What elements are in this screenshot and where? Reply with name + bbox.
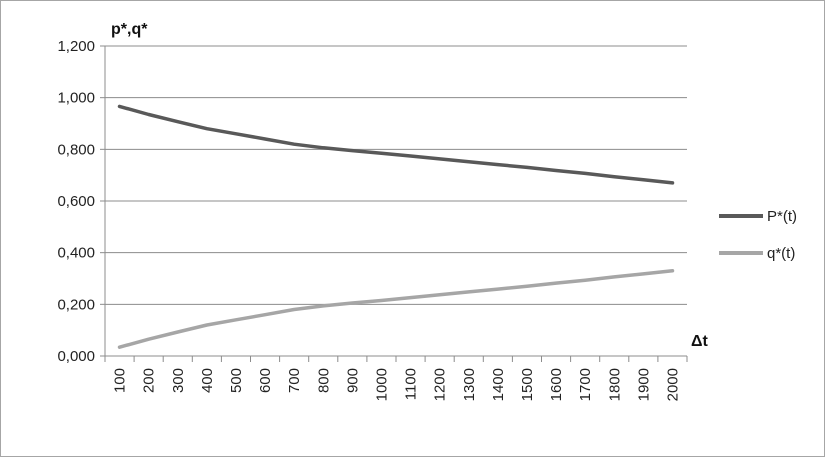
y-tick-label: 0,200 xyxy=(57,296,95,313)
data-point xyxy=(235,133,237,135)
data-point xyxy=(642,273,645,275)
data-point xyxy=(526,285,528,288)
data-point xyxy=(235,319,237,321)
series-line-q xyxy=(117,269,675,349)
x-tick-label: 1400 xyxy=(490,368,507,401)
y-axis-title: p*,q* xyxy=(111,21,148,38)
legend-label-q: q*(t) xyxy=(767,245,795,262)
x-tick-label: 1300 xyxy=(461,368,478,401)
x-axis-title: Δt xyxy=(691,333,709,350)
data-point xyxy=(467,291,470,293)
x-tick-label: 1100 xyxy=(403,368,420,400)
data-point xyxy=(555,169,557,172)
data-point xyxy=(671,269,674,272)
x-tick-label: 200 xyxy=(141,368,158,393)
legend-label-p: P*(t) xyxy=(767,208,797,225)
data-point xyxy=(322,146,325,149)
data-point xyxy=(380,152,383,155)
data-point xyxy=(118,346,121,349)
series-line-p xyxy=(117,104,675,185)
y-tick-labels: 0,000 0,200 0,400 0,600 0,800 1,000 1,200 xyxy=(57,38,95,365)
data-point xyxy=(613,276,616,278)
data-point xyxy=(497,288,499,290)
x-tick-label: 2000 xyxy=(664,368,681,401)
x-tick-label: 800 xyxy=(315,368,332,393)
x-tick-label: 500 xyxy=(228,368,245,393)
axes xyxy=(104,46,688,362)
data-point xyxy=(409,296,412,299)
data-point xyxy=(642,179,645,181)
data-point xyxy=(351,302,354,304)
y-tick-label: 1,000 xyxy=(57,90,95,107)
x-tick-label: 400 xyxy=(199,368,216,393)
data-point xyxy=(118,105,121,108)
y-tick-label: 1,200 xyxy=(57,38,95,55)
x-tick-label: 1000 xyxy=(373,368,390,401)
y-tick-label: 0,400 xyxy=(57,245,95,262)
data-point xyxy=(409,155,412,157)
data-point xyxy=(555,282,557,284)
data-point xyxy=(293,308,295,311)
data-point xyxy=(526,166,528,169)
x-tick-label: 1600 xyxy=(548,368,565,401)
data-point xyxy=(380,299,383,302)
data-point xyxy=(438,293,441,296)
data-point xyxy=(293,143,295,145)
data-point xyxy=(584,172,586,175)
x-tick-label: 1500 xyxy=(519,368,536,401)
x-tick-label: 1800 xyxy=(606,368,623,401)
data-point xyxy=(613,175,616,178)
data-point xyxy=(467,160,470,163)
legend: P*(t) q*(t) xyxy=(719,208,797,262)
data-point xyxy=(147,338,150,341)
x-tick-label: 100 xyxy=(112,368,129,393)
series-lines xyxy=(117,104,675,349)
gridlines xyxy=(100,45,687,357)
data-point xyxy=(176,120,179,123)
x-tick-label: 300 xyxy=(170,368,187,393)
data-point xyxy=(147,113,150,116)
data-point xyxy=(351,149,354,152)
y-tick-label: 0,800 xyxy=(57,141,95,158)
x-tick-labels: 100 200 300 400 500 600 700 800 900 1000 1100 1200 1… xyxy=(112,368,682,401)
data-point xyxy=(176,331,179,333)
data-point xyxy=(206,324,208,326)
x-tick-label: 600 xyxy=(257,368,274,393)
x-tick-label: 900 xyxy=(344,368,361,393)
data-point xyxy=(206,127,208,130)
x-tick-label: 700 xyxy=(286,368,303,393)
data-point xyxy=(264,313,266,316)
data-point xyxy=(584,279,586,282)
data-point xyxy=(322,305,325,307)
x-tick-label: 1700 xyxy=(577,368,594,401)
data-point xyxy=(671,182,674,184)
x-tick-label: 1900 xyxy=(635,368,652,401)
y-tick-label: 0,000 xyxy=(57,348,95,365)
data-point xyxy=(497,163,499,166)
data-point xyxy=(264,138,266,140)
y-tick-label: 0,600 xyxy=(57,193,95,210)
data-point xyxy=(438,158,441,160)
x-tick-label: 1200 xyxy=(432,368,449,401)
